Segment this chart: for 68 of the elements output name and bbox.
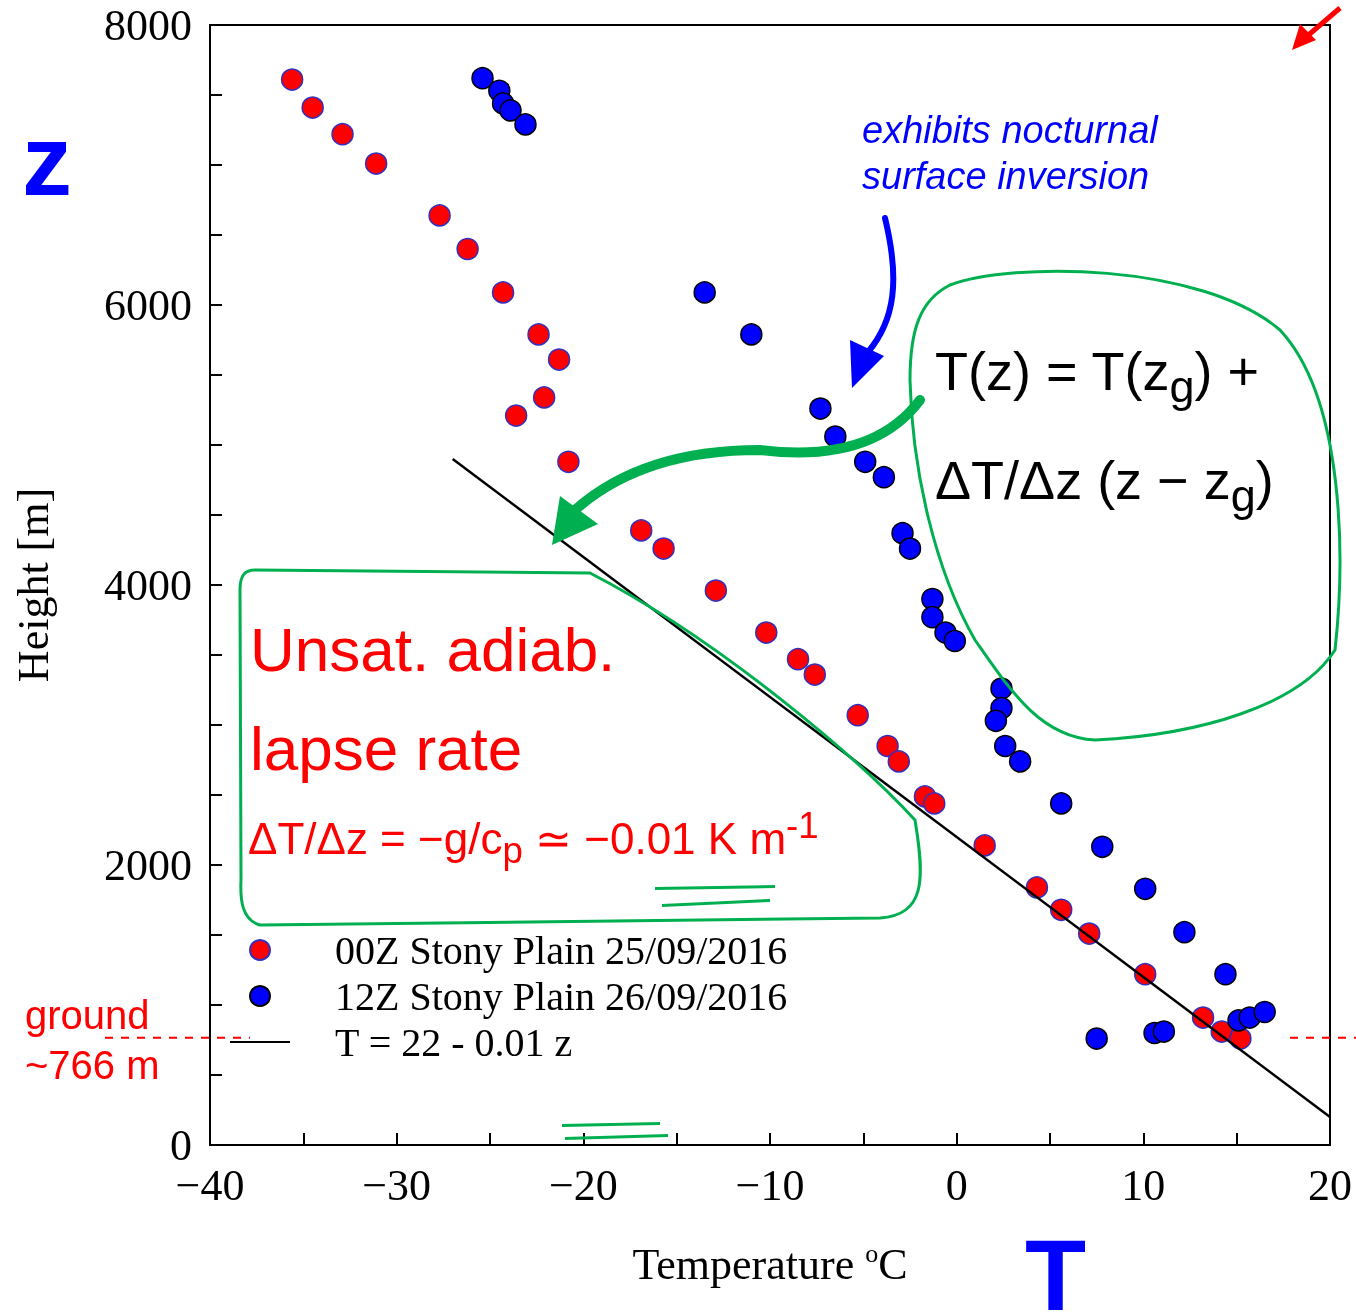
x-tick-label: −10 — [735, 1160, 805, 1210]
point — [1214, 962, 1237, 986]
point — [846, 703, 869, 727]
point — [740, 323, 763, 346]
point — [1133, 877, 1157, 901]
point — [803, 663, 827, 686]
point — [921, 605, 944, 629]
x-tick-label: −30 — [362, 1160, 432, 1210]
y-tick-label: 4000 — [104, 560, 192, 610]
x-tick-label: −20 — [548, 1160, 618, 1210]
point — [527, 323, 550, 346]
point — [471, 66, 494, 90]
x-tick-label: 10 — [1121, 1160, 1166, 1210]
annotation: exhibits nocturnal surface inversion — [862, 108, 1160, 199]
point — [921, 587, 944, 611]
point — [428, 204, 451, 227]
y-axis-title: Height [m] — [8, 487, 58, 683]
point — [809, 397, 832, 420]
point — [943, 629, 967, 653]
ref-line-label: ground ~766 m — [25, 992, 160, 1087]
point — [1173, 920, 1196, 944]
point — [1049, 792, 1073, 815]
point — [547, 348, 571, 371]
y-tick-label: 6000 — [104, 280, 192, 330]
point — [504, 404, 528, 427]
point — [301, 96, 324, 119]
point — [973, 834, 996, 857]
legend-label: 00Z Stony Plain 25/09/2016 — [335, 927, 788, 973]
point — [786, 647, 810, 671]
point — [456, 237, 479, 261]
y-tick-label: 8000 — [104, 0, 192, 50]
point — [887, 750, 911, 773]
point — [704, 579, 728, 602]
point — [923, 792, 946, 815]
point — [872, 465, 896, 489]
point — [984, 709, 1008, 733]
point — [491, 281, 515, 304]
point — [652, 537, 675, 560]
point — [364, 152, 388, 175]
point — [1253, 1000, 1276, 1024]
point — [876, 734, 899, 758]
text: T — [1025, 1219, 1088, 1316]
y-tick-label: 2000 — [104, 840, 192, 890]
legend-label: 12Z Stony Plain 26/09/2016 — [335, 973, 788, 1019]
annotation: T(z) = T(z$_{g}$) + ΔT/Δz (z − z$_{g}$) — [935, 340, 1275, 524]
point — [1085, 1027, 1108, 1050]
point — [1152, 1020, 1176, 1043]
annotation: Unsat. adiab. lapse rate — [250, 614, 617, 786]
text: z — [22, 104, 73, 216]
point — [824, 425, 847, 448]
annotation: ΔT/Δz = −g/c$_{p}$ ≃ −0.01 K m$^{-1}$ — [248, 804, 820, 874]
point — [993, 734, 1017, 758]
point — [499, 99, 522, 122]
x-tick-label: 0 — [945, 1160, 968, 1210]
point — [755, 621, 778, 644]
point — [629, 519, 653, 542]
point — [331, 122, 354, 146]
x-tick-label: 20 — [1308, 1160, 1352, 1210]
point — [514, 113, 537, 136]
point — [280, 68, 304, 91]
point — [1008, 750, 1032, 773]
legend-label: T = 22 - 0.01 z — [335, 1019, 573, 1065]
point — [853, 450, 877, 474]
point — [557, 450, 580, 474]
point — [532, 386, 556, 409]
point — [898, 537, 922, 560]
point — [1091, 835, 1114, 859]
point — [693, 281, 716, 304]
